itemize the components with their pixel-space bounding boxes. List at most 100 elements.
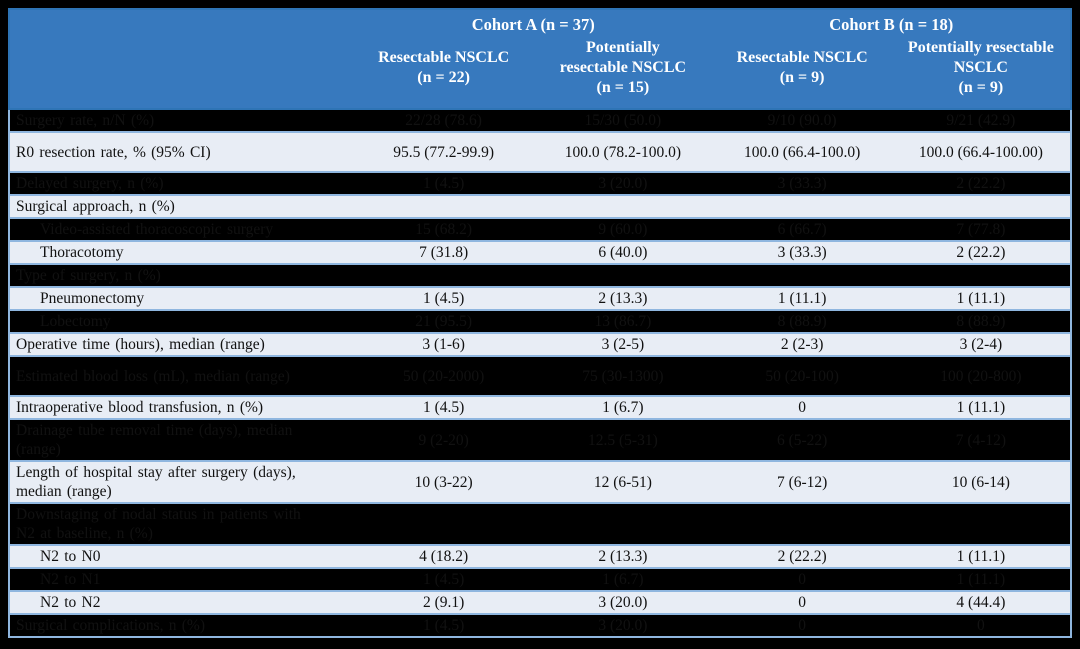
value-cell — [713, 264, 892, 287]
value-cell: 6 (40.0) — [598, 244, 648, 261]
value-cell: 100.0 (78.2-100.0) — [564, 143, 681, 161]
table-row: Estimated blood loss (mL), median (range… — [9, 356, 1071, 396]
value-cell — [533, 264, 712, 287]
value-cell — [354, 264, 533, 287]
value-cell: 2 (13.3) — [598, 290, 648, 307]
value-cell — [892, 195, 1071, 218]
value-cell: 2 (2-3) — [780, 336, 824, 353]
table-row: Length of hospital stay after surgery (d… — [9, 461, 1071, 503]
value-cell: 7 (77.8) — [956, 221, 1006, 238]
value-cell: 4 (44.4) — [956, 594, 1006, 611]
value-cell: 3 (33.3) — [777, 175, 827, 192]
row-label: Surgical approach, n (%) — [16, 198, 175, 215]
value-cell: 7 (4-12) — [955, 431, 1007, 449]
value-cell: 0 — [798, 571, 806, 588]
value-cell: 12.5 (5-31) — [588, 431, 658, 449]
column-header-resectable-a: Resectable NSCLC (n = 22) — [354, 35, 534, 109]
table-row: N2 to N0 4 (18.2) 2 (13.3) 2 (22.2) 1 (11.1) — [9, 545, 1071, 568]
row-label: Drainage tube removal time (days), media… — [16, 422, 293, 458]
table-row: Type of surgery, n (%) — [9, 264, 1071, 287]
value-cell: 3 (2-5) — [601, 336, 645, 353]
value-cell: 10 (3-22) — [414, 473, 473, 491]
value-cell: 3 (1-6) — [422, 336, 465, 353]
row-label: Operative time (hours), median (range) — [16, 336, 265, 353]
value-cell: 1 (4.5) — [422, 571, 465, 588]
surgery-outcomes-table: Cohort A (n = 37) Cohort B (n = 18) Rese… — [8, 8, 1072, 638]
value-cell: 15 (68.2) — [415, 221, 473, 238]
table-row: Thoracotomy 7 (31.8) 6 (40.0) 3 (33.3) 2 (22… — [9, 241, 1071, 264]
table-row: Downstaging of nodal status in patients … — [9, 503, 1071, 545]
table-row: Surgery rate, n/N (%) 22/28 (78.6) 15/30 (… — [9, 109, 1071, 132]
table-row: R0 resection rate, % (95% CI) 95.5 (77.2-… — [9, 132, 1071, 172]
table-row: Surgical approach, n (%) — [9, 195, 1071, 218]
value-cell: 10 (6-14) — [951, 473, 1010, 491]
value-cell: 2 (13.3) — [598, 548, 648, 565]
value-cell — [892, 264, 1071, 287]
value-cell: 1 (11.1) — [956, 399, 1006, 416]
cohort-b-header: Cohort B (n = 18) — [712, 9, 1071, 35]
value-cell: 1 (11.1) — [777, 290, 827, 307]
row-label: Pneumonectomy — [40, 290, 145, 307]
value-cell: 0 — [798, 617, 806, 634]
value-cell: 0 — [798, 399, 806, 416]
value-cell — [713, 195, 892, 218]
row-label: Thoracotomy — [40, 244, 124, 261]
value-cell: 2 (22.2) — [777, 548, 827, 565]
value-cell: 100.0 (66.4-100.00) — [918, 143, 1043, 161]
table-row: Lobectomy 21 (95.5) 13 (86.7) 8 (88.9) 8 (88… — [9, 310, 1071, 333]
header-empty-cell — [9, 9, 354, 35]
value-cell: 3 (20.0) — [598, 617, 648, 634]
cohort-a-header: Cohort A (n = 37) — [354, 9, 713, 35]
table-row: Surgical complications, n (%) 1 (4.5) 3 (2… — [9, 614, 1071, 637]
row-label: Length of hospital stay after surgery (d… — [16, 464, 296, 500]
value-cell: 3 (33.3) — [777, 244, 827, 261]
value-cell: 15/30 (50.0) — [584, 112, 662, 129]
row-label: Downstaging of nodal status in patients … — [16, 506, 301, 542]
value-cell: 75 (30-1300) — [582, 367, 664, 385]
value-cell: 9 (2-20) — [418, 431, 469, 449]
row-label: N2 to N0 — [40, 548, 101, 565]
cohort-header-row: Cohort A (n = 37) Cohort B (n = 18) — [9, 9, 1071, 35]
value-cell: 0 — [798, 594, 806, 611]
value-cell: 12 (6-51) — [593, 473, 652, 491]
value-cell: 13 (86.7) — [594, 313, 652, 330]
subgroup-header-row: Resectable NSCLC (n = 22) Potentially re… — [9, 35, 1071, 109]
value-cell — [713, 503, 892, 545]
table-body: Surgery rate, n/N (%) 22/28 (78.6) 15/30 (… — [9, 109, 1071, 637]
value-cell: 4 (18.2) — [419, 548, 469, 565]
table-row: Pneumonectomy 1 (4.5) 2 (13.3) 1 (11.1) 1 (1… — [9, 287, 1071, 310]
value-cell: 50 (20-2000) — [402, 367, 485, 385]
table-row: N2 to N1 1 (4.5) 1 (6.7) 0 1 (11.1) — [9, 568, 1071, 591]
table-row: Drainage tube removal time (days), media… — [9, 419, 1071, 461]
value-cell: 2 (22.2) — [956, 175, 1006, 192]
value-cell: 50 (20-100) — [765, 367, 839, 385]
value-cell: 1 (4.5) — [422, 399, 465, 416]
row-label: Video-assisted thoracoscopic surgery — [40, 221, 274, 238]
value-cell: 3 (2-4) — [959, 336, 1003, 353]
value-cell: 22/28 (78.6) — [405, 112, 482, 129]
value-cell: 8 (88.9) — [777, 313, 827, 330]
value-cell: 100 (20-800) — [940, 367, 1022, 385]
value-cell: 1 (4.5) — [422, 290, 465, 307]
column-header-potentially-resectable-a: Potentially resectable NSCLC (n = 15) — [533, 35, 713, 109]
value-cell: 1 (6.7) — [602, 571, 644, 588]
value-cell — [892, 503, 1071, 545]
value-cell: 1 (11.1) — [956, 290, 1006, 307]
row-label: Surgical complications, n (%) — [16, 617, 205, 634]
row-label: Delayed surgery, n (%) — [16, 175, 164, 192]
value-cell: 7 (31.8) — [419, 244, 469, 261]
value-cell — [354, 195, 533, 218]
value-cell: 1 (4.5) — [422, 175, 465, 192]
value-cell: 100.0 (66.4-100.0) — [744, 143, 861, 161]
value-cell: 0 — [977, 617, 985, 634]
value-cell: 6 (5-22) — [776, 431, 828, 449]
row-label: Intraoperative blood transfusion, n (%) — [16, 399, 264, 416]
table-row: Delayed surgery, n (%) 1 (4.5) 3 (20.0) 3 (… — [9, 172, 1071, 195]
row-label: Lobectomy — [40, 313, 111, 330]
table-row: N2 to N2 2 (9.1) 3 (20.0) 0 4 (44.4) — [9, 591, 1071, 614]
value-cell: 21 (95.5) — [415, 313, 473, 330]
value-cell: 9 (60.0) — [598, 221, 648, 238]
value-cell: 1 (11.1) — [956, 571, 1006, 588]
value-cell: 1 (11.1) — [956, 548, 1006, 565]
